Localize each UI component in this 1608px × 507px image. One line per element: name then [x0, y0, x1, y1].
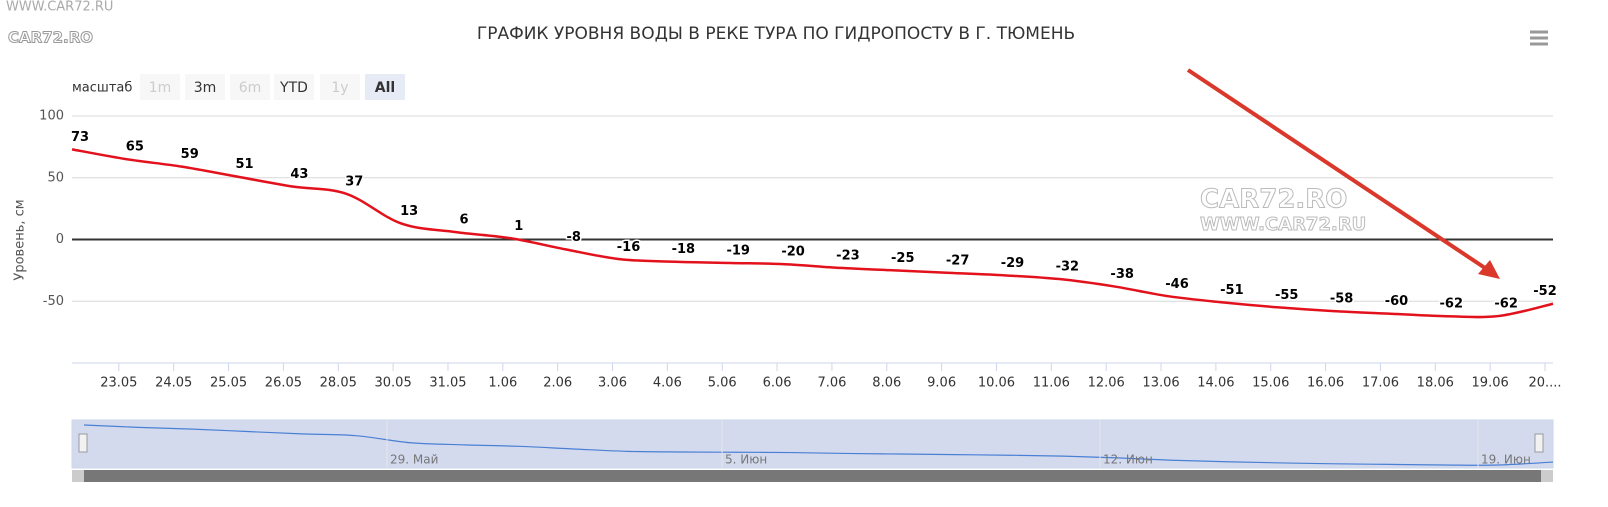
navigator-label: 12. Июн [1103, 453, 1153, 467]
range-button-label: YTD [279, 80, 308, 96]
data-label: 13 [400, 204, 418, 219]
x-tick-label: 23.05 [100, 376, 137, 391]
x-tick-label: 8.06 [872, 376, 901, 391]
navigator-line [83, 424, 1554, 466]
x-tick-label: 26.05 [265, 376, 302, 391]
x-tick-label: 7.06 [817, 376, 846, 391]
data-label: -62 [1494, 297, 1518, 312]
x-tick-label: 5.06 [708, 376, 737, 391]
annotation-arrow [1186, 68, 1500, 279]
range-button[interactable] [140, 74, 180, 100]
watermark: CAR72.RO [8, 29, 93, 47]
y-tick-label: -50 [43, 294, 64, 309]
data-label: 43 [290, 167, 308, 182]
data-label: -52 [1533, 284, 1557, 299]
range-button[interactable] [365, 74, 405, 100]
data-label: -25 [891, 251, 915, 266]
x-tick-label: 1.06 [488, 376, 517, 391]
data-label: 37 [345, 174, 363, 189]
range-button-label: 1y [331, 80, 348, 96]
range-button-label: 1m [149, 80, 172, 96]
data-label: 1 [514, 219, 523, 234]
y-tick-label: 100 [39, 109, 64, 124]
x-tick-label: 24.05 [155, 376, 192, 391]
x-tick-label: 13.06 [1142, 376, 1179, 391]
line [71, 148, 1554, 319]
data-label: -29 [1001, 256, 1025, 271]
data-label: 6 [459, 213, 468, 228]
x-tick-label: 12.06 [1088, 376, 1125, 391]
data-label: -62 [1440, 297, 1464, 312]
navigator-handle[interactable] [78, 433, 88, 453]
data-label: 73 [71, 130, 89, 145]
range-button[interactable] [230, 74, 270, 100]
x-tick-label: 30.05 [375, 376, 412, 391]
data-label: -60 [1385, 294, 1409, 309]
arrow-head [1478, 260, 1500, 279]
x-tick-label: 2.06 [543, 376, 572, 391]
data-label: -23 [836, 248, 860, 263]
range-button-label: 6m [239, 80, 262, 96]
data-label: -27 [946, 253, 970, 268]
x-tick-label: 15.06 [1252, 376, 1289, 391]
data-label: -19 [726, 243, 750, 258]
x-tick-label: 16.06 [1307, 376, 1344, 391]
watermark: WWW.CAR72.RU [1200, 214, 1366, 235]
x-tick-label: 10.06 [978, 376, 1015, 391]
range-button[interactable] [185, 74, 225, 100]
x-tick-label: 18.06 [1417, 376, 1454, 391]
navigator-label: 5. Июн [725, 453, 767, 467]
range-button-label: All [375, 80, 395, 96]
range-button[interactable] [320, 74, 360, 100]
data-label: -58 [1330, 292, 1354, 307]
x-tick-label: 20.... [1528, 376, 1561, 391]
x-tick-label: 6.06 [763, 376, 792, 391]
menu-icon[interactable] [1530, 30, 1548, 46]
data-label: -32 [1056, 260, 1080, 275]
chart-title: ГРАФИК УРОВНЯ ВОДЫ В РЕКЕ ТУРА ПО ГИДРОП… [477, 24, 1075, 44]
data-label: 59 [181, 147, 199, 162]
data-label: -18 [672, 242, 696, 257]
data-label: -20 [781, 245, 805, 260]
data-label: 51 [236, 157, 254, 172]
data-label: -16 [617, 240, 641, 255]
watermark: WWW.CAR72.RU [6, 0, 113, 15]
scrollbar-track-end [72, 470, 84, 482]
x-tick-label: 19.06 [1472, 376, 1509, 391]
data-label: -46 [1165, 277, 1189, 292]
data-label: -51 [1220, 283, 1244, 298]
y-axis-title: Уровень, см [13, 199, 28, 280]
watermark: CAR72.RO [1200, 185, 1347, 215]
x-tick-label: 4.06 [653, 376, 682, 391]
range-button-label: 3m [194, 80, 217, 96]
navigator-label: 19. Июн [1481, 453, 1531, 467]
x-tick-label: 14.06 [1197, 376, 1234, 391]
x-tick-label: 11.06 [1033, 376, 1070, 391]
data-label: -8 [566, 230, 580, 245]
x-tick-label: 28.05 [320, 376, 357, 391]
x-tick-label: 31.05 [429, 376, 466, 391]
data-label: 65 [126, 140, 144, 155]
x-tick-label: 3.06 [598, 376, 627, 391]
navigator-handle[interactable] [1534, 433, 1544, 453]
x-tick-label: 17.06 [1362, 376, 1399, 391]
range-label: масштаб [72, 81, 132, 96]
navigator-label: 29. Май [390, 453, 438, 467]
x-tick-label: 9.06 [927, 376, 956, 391]
y-tick-label: 50 [47, 170, 64, 185]
data-label: -38 [1110, 267, 1134, 282]
range-button[interactable] [274, 74, 314, 100]
data-label: -55 [1275, 288, 1299, 303]
navigator-background [71, 419, 1554, 469]
scrollbar-track-end [1541, 470, 1553, 482]
arrow-shaft [1186, 68, 1490, 272]
scrollbar[interactable] [72, 470, 1553, 482]
y-tick-label: 0 [56, 232, 64, 247]
x-tick-label: 25.05 [210, 376, 247, 391]
